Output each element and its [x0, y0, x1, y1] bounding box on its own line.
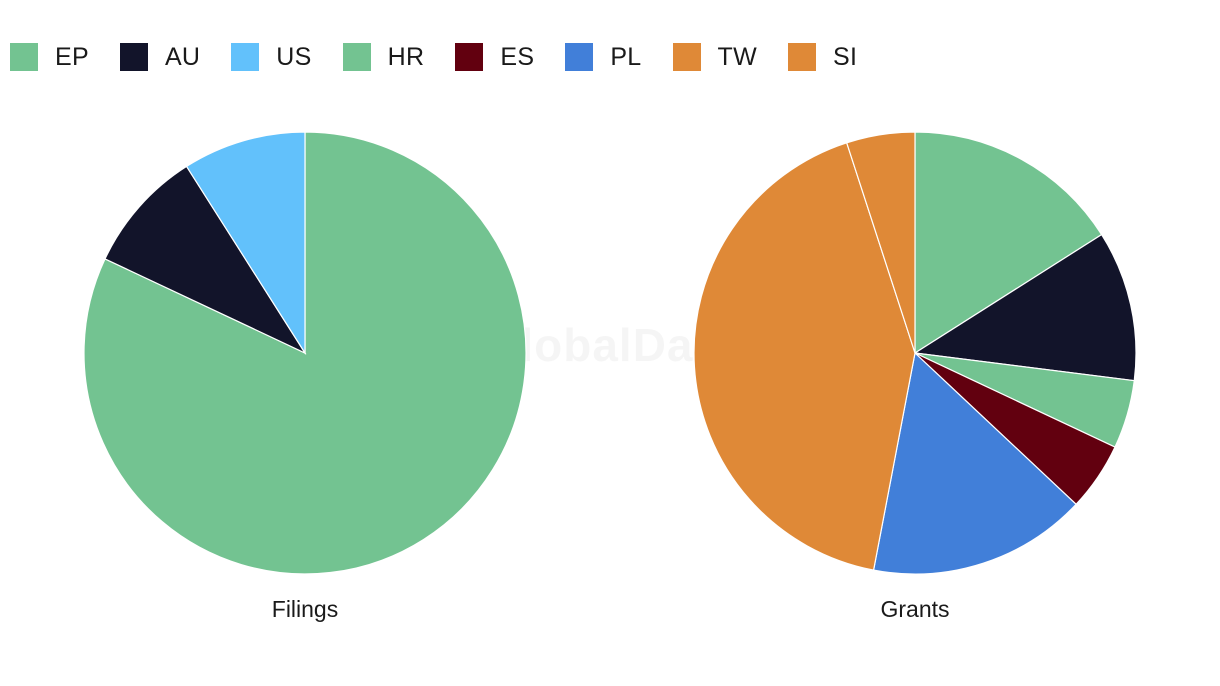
legend-item-pl[interactable]: PL [565, 43, 641, 72]
legend-item-si[interactable]: SI [787, 42, 858, 72]
pie-grants [693, 131, 1137, 575]
pie-slice-tw[interactable] [693, 142, 916, 571]
legend: EP AU US HR ES PL TW SI [10, 40, 888, 74]
pie-slice-ep[interactable] [914, 131, 1103, 355]
legend-item-us[interactable]: US [231, 43, 311, 72]
pie-slice-si[interactable] [845, 131, 916, 354]
legend-item-ep[interactable]: EP [10, 43, 89, 72]
legend-swatch [342, 43, 371, 71]
pie-caption: Grants [880, 596, 949, 622]
legend-swatch [455, 43, 484, 71]
legend-item-hr[interactable]: HR [342, 42, 425, 72]
legend-label: TW [717, 42, 757, 71]
pie-slice-ep[interactable] [83, 131, 527, 575]
legend-label: US [276, 42, 312, 71]
legend-swatch [565, 43, 594, 71]
legend-item-es[interactable]: ES [455, 43, 534, 72]
pie-slice-au[interactable] [913, 233, 1137, 382]
legend-swatch [10, 43, 38, 71]
legend-swatch [672, 43, 701, 71]
legend-item-tw[interactable]: TW [672, 42, 757, 72]
legend-label: AU [164, 42, 201, 71]
legend-swatch [231, 43, 260, 71]
pie-slice-pl[interactable] [872, 351, 1077, 575]
legend-label: HR [387, 42, 425, 71]
pie-slice-au[interactable] [104, 165, 307, 355]
legend-label: SI [832, 42, 858, 71]
legend-item-au[interactable]: AU [119, 42, 201, 72]
legend-label: EP [55, 42, 89, 71]
pie-filings [83, 131, 527, 575]
pie-slice-us[interactable] [185, 131, 306, 356]
pie-caption: Filings [272, 596, 338, 622]
legend-label: ES [500, 42, 535, 71]
legend-swatch [787, 43, 816, 71]
legend-swatch [119, 43, 148, 71]
legend-label: PL [610, 42, 642, 71]
